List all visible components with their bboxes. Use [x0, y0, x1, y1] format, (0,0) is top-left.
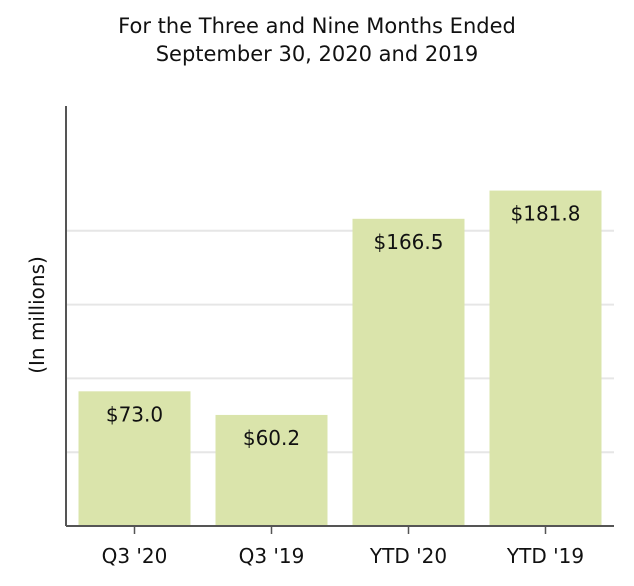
bar-0: [78, 391, 191, 526]
bars-group: [78, 190, 602, 527]
chart-title-block: For the Three and Nine Months Ended Sept…: [0, 12, 634, 68]
data-labels: $73.0 $60.2 $166.5 $181.8: [106, 202, 581, 450]
x-tick-label: YTD '20: [369, 544, 447, 568]
chart-title: For the Three and Nine Months Ended: [118, 14, 516, 38]
data-label: $181.8: [511, 202, 581, 226]
bar-2: [352, 218, 465, 526]
x-tick-label: Q3 '20: [102, 544, 168, 568]
data-label: $73.0: [106, 402, 163, 426]
axes: [65, 106, 614, 527]
data-label: $166.5: [374, 230, 444, 254]
data-label: $60.2: [243, 426, 300, 450]
x-ticks: Q3 '20 Q3 '19 YTD '20 YTD '19: [102, 526, 584, 568]
bar-3: [489, 190, 602, 527]
y-axis-label: (In millions): [25, 256, 49, 374]
bar-1: [215, 414, 328, 526]
x-tick-label: YTD '19: [506, 544, 584, 568]
chart-subtitle: September 30, 2020 and 2019: [155, 42, 479, 66]
x-tick-label: Q3 '19: [239, 544, 305, 568]
